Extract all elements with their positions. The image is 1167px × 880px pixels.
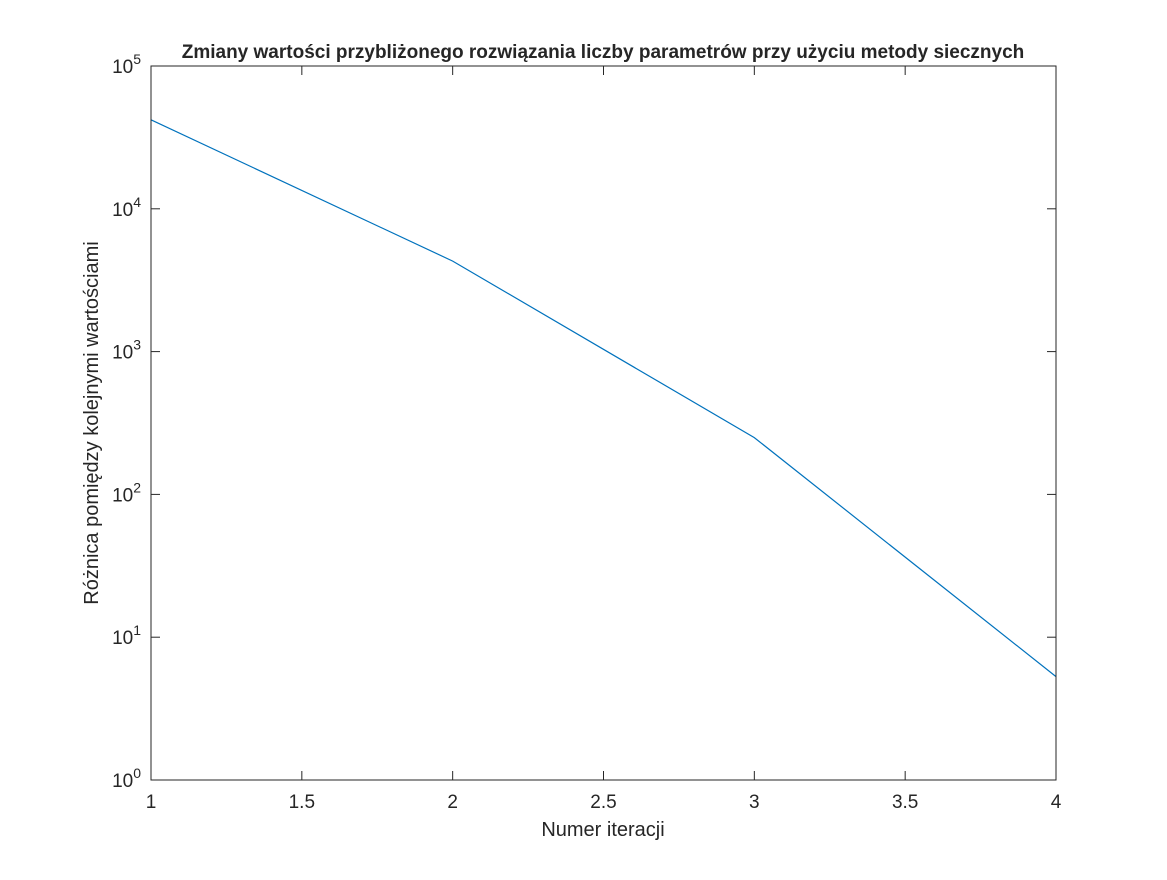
- x-tick-label: 1: [146, 792, 157, 813]
- y-tick-label: 103: [112, 337, 141, 364]
- y-tick-label: 101: [112, 622, 141, 649]
- x-tick-label: 2.5: [590, 792, 616, 813]
- chart-title: Zmiany wartości przybliżonego rozwiązani…: [182, 42, 1025, 63]
- x-tick-label: 2: [447, 792, 458, 813]
- x-tick-label: 4: [1051, 792, 1062, 813]
- y-tick-labels: 100 101 102 103 104 105: [112, 51, 141, 792]
- x-tick-labels: 1 1.5 2 2.5 3 3.5 4: [146, 792, 1062, 813]
- x-tick-label: 1.5: [289, 792, 315, 813]
- x-axis-label: Numer iteracji: [541, 819, 664, 841]
- plot-frame: [150, 65, 1057, 781]
- y-tick-label: 102: [112, 479, 141, 506]
- y-tick-label: 105: [112, 51, 141, 78]
- y-tick-label: 100: [112, 765, 141, 792]
- y-axis-label: Różnica pomiędzy kolejnymi wartościami: [81, 241, 103, 604]
- x-tick-label: 3: [749, 792, 760, 813]
- series-layer: [150, 119, 1057, 678]
- plot-background: [151, 66, 1056, 780]
- x-tick-label: 3.5: [892, 792, 918, 813]
- series-line: [150, 119, 1057, 678]
- y-tick-label: 104: [112, 194, 141, 221]
